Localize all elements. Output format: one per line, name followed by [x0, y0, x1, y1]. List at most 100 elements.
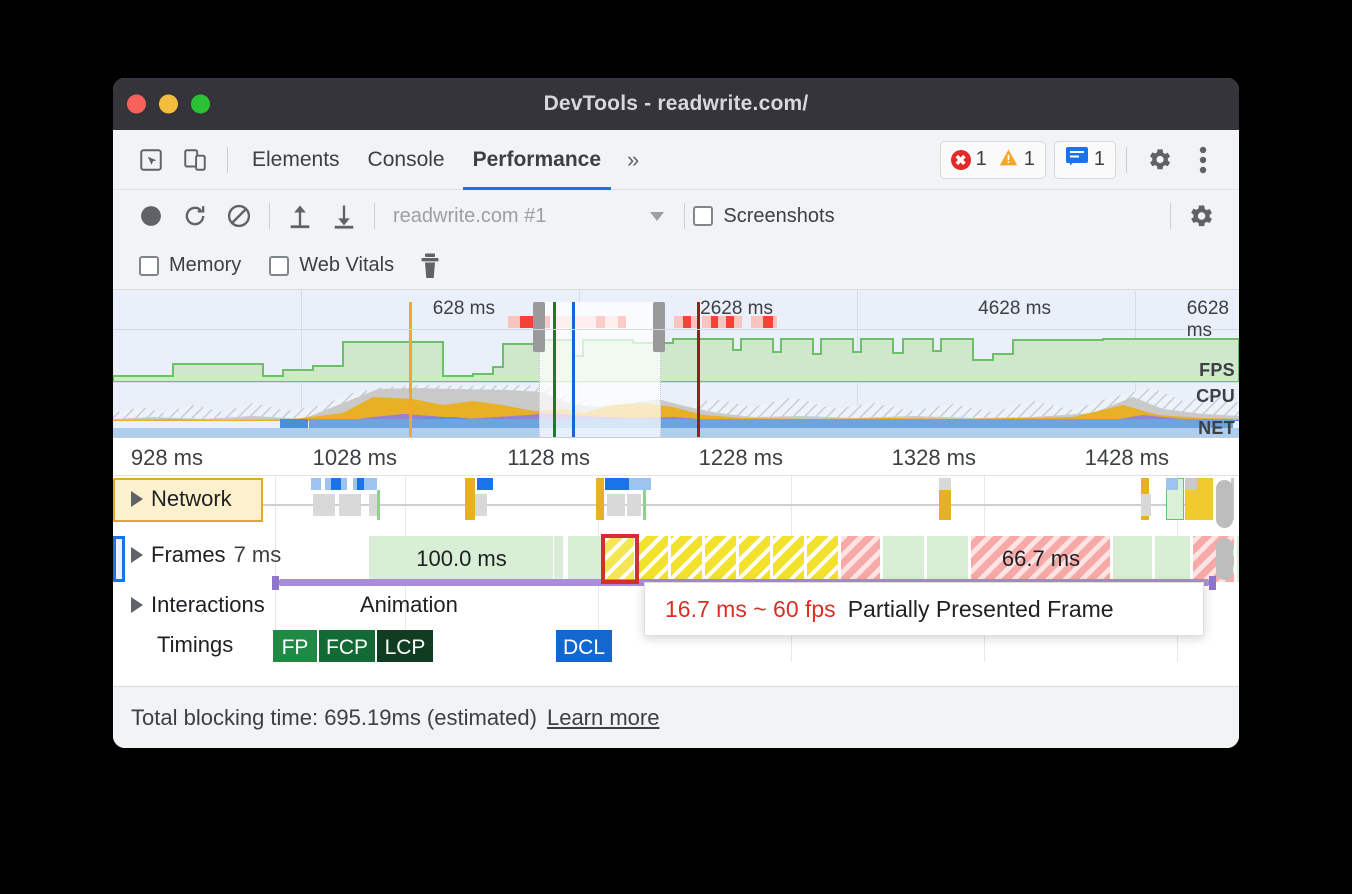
- expand-triangle-icon[interactable]: [131, 597, 143, 613]
- network-request[interactable]: [357, 478, 364, 490]
- network-request[interactable]: [1185, 478, 1197, 490]
- checkbox-box[interactable]: [693, 206, 714, 226]
- frame-block[interactable]: [369, 536, 554, 582]
- frame-block[interactable]: [1113, 536, 1153, 582]
- overview-selection-window[interactable]: [539, 302, 661, 437]
- divider: [684, 203, 686, 229]
- more-tabs-icon[interactable]: »: [627, 146, 640, 172]
- devtools-tab-bar: Elements Console Performance » ✖ 1 1 1: [113, 130, 1239, 190]
- overview-window-left-handle[interactable]: [533, 302, 545, 352]
- tracks-scrollbar-thumb[interactable]: [1216, 480, 1233, 528]
- record-circle-icon[interactable]: [129, 194, 173, 238]
- timing-chip-lcp[interactable]: LCP: [377, 630, 435, 662]
- memory-checkbox[interactable]: Memory: [139, 254, 241, 277]
- messages-counter[interactable]: 1: [1053, 140, 1116, 179]
- interactions-track-label[interactable]: Interactions: [131, 592, 265, 618]
- timing-chip-fp[interactable]: FP: [273, 630, 319, 662]
- network-request[interactable]: [643, 490, 646, 520]
- timings-track[interactable]: Timings FP FCP LCP DCL: [113, 630, 1239, 662]
- gear-icon[interactable]: [1179, 194, 1223, 238]
- lcp-marker: [697, 302, 700, 437]
- cpu-band: [113, 382, 1239, 421]
- network-track-label[interactable]: Network: [131, 486, 232, 512]
- expand-triangle-icon[interactable]: [131, 491, 143, 507]
- overview-ruler[interactable]: 628 ms 2628 ms 4628 ms 6628 ms: [113, 290, 1239, 341]
- long-task-bar: [683, 316, 691, 328]
- frame-block[interactable]: [773, 536, 805, 582]
- network-request[interactable]: [1166, 478, 1178, 490]
- frame-block[interactable]: [807, 536, 839, 582]
- network-request[interactable]: [311, 478, 321, 490]
- web-vitals-checkbox[interactable]: Web Vitals: [269, 254, 394, 277]
- frames-track-label[interactable]: Frames 7 ms: [131, 542, 281, 568]
- warning-count: 1: [1023, 148, 1035, 170]
- frame-block[interactable]: [1155, 536, 1191, 582]
- frame-block-dropped[interactable]: [841, 536, 881, 582]
- divider: [227, 146, 228, 173]
- tab-console[interactable]: Console: [367, 147, 445, 171]
- tab-elements[interactable]: Elements: [252, 147, 340, 171]
- overview-window-right-handle[interactable]: [653, 302, 665, 352]
- selected-frame-outline[interactable]: [601, 534, 639, 584]
- window-controls: [127, 94, 210, 114]
- long-task-bar: [763, 316, 773, 328]
- frame-block[interactable]: [739, 536, 771, 582]
- network-request[interactable]: [627, 494, 641, 516]
- device-toolbar-icon[interactable]: [173, 138, 217, 182]
- frame-block[interactable]: [927, 536, 969, 582]
- clear-no-entry-icon[interactable]: [217, 194, 261, 238]
- network-request[interactable]: [629, 478, 651, 490]
- network-request[interactable]: [939, 478, 951, 490]
- reload-record-icon[interactable]: [173, 194, 217, 238]
- issues-counter[interactable]: ✖ 1 1: [939, 140, 1046, 179]
- dcl-marker: [553, 302, 556, 437]
- timeline-overview[interactable]: 628 ms 2628 ms 4628 ms 6628 ms FPS CPU N…: [113, 290, 1239, 438]
- frames-track[interactable]: Frames 7 ms 100.0 ms 66.7 ms: [113, 534, 1239, 584]
- frames-label-text: Frames: [151, 542, 226, 567]
- frame-block[interactable]: [705, 536, 737, 582]
- close-button[interactable]: [127, 94, 146, 114]
- frame-block-dropped[interactable]: [971, 536, 1111, 582]
- frame-block[interactable]: [637, 536, 669, 582]
- timeline-tracks[interactable]: 928 ms 1028 ms 1128 ms 1228 ms 1328 ms 1…: [113, 438, 1239, 662]
- timing-chip-dcl[interactable]: DCL: [556, 630, 614, 662]
- network-request[interactable]: [331, 478, 341, 490]
- chevron-down-icon[interactable]: [650, 211, 665, 221]
- frame-block[interactable]: [883, 536, 925, 582]
- network-request[interactable]: [605, 478, 629, 490]
- frame-block-partially-presented[interactable]: [605, 536, 635, 582]
- network-request[interactable]: [377, 490, 380, 520]
- network-request[interactable]: [465, 478, 475, 520]
- trash-icon[interactable]: [408, 244, 452, 288]
- interaction-end-cap: [1209, 576, 1216, 590]
- network-request[interactable]: [369, 494, 377, 516]
- tracks-ruler[interactable]: 928 ms 1028 ms 1128 ms 1228 ms 1328 ms 1…: [113, 438, 1239, 476]
- frame-block[interactable]: [1237, 536, 1239, 582]
- maximize-button[interactable]: [191, 94, 210, 114]
- network-request[interactable]: [475, 494, 487, 516]
- checkbox-box[interactable]: [269, 255, 290, 276]
- network-request[interactable]: [339, 494, 361, 516]
- network-request[interactable]: [313, 494, 335, 516]
- learn-more-link[interactable]: Learn more: [546, 704, 660, 730]
- upload-profile-icon[interactable]: [278, 194, 322, 238]
- expand-triangle-icon[interactable]: [131, 547, 143, 563]
- tracks-scrollbar-thumb-secondary[interactable]: [1216, 538, 1233, 580]
- frame-block[interactable]: [568, 536, 603, 582]
- network-request[interactable]: [477, 478, 493, 490]
- kebab-menu-icon[interactable]: [1181, 138, 1225, 182]
- network-request[interactable]: [596, 478, 604, 520]
- gear-icon[interactable]: [1137, 138, 1181, 182]
- timing-chip-fcp[interactable]: FCP: [319, 630, 377, 662]
- checkbox-box[interactable]: [139, 255, 159, 276]
- network-request[interactable]: [1141, 494, 1151, 516]
- minimize-button[interactable]: [159, 94, 178, 114]
- inspect-element-icon[interactable]: [129, 138, 173, 182]
- network-request[interactable]: [607, 494, 625, 516]
- frame-block[interactable]: [671, 536, 703, 582]
- tab-performance[interactable]: Performance: [459, 130, 615, 190]
- network-track[interactable]: Network: [113, 476, 1239, 534]
- screenshots-checkbox[interactable]: Screenshots: [693, 205, 835, 228]
- download-profile-icon[interactable]: [322, 194, 366, 238]
- frame-block[interactable]: [554, 536, 564, 582]
